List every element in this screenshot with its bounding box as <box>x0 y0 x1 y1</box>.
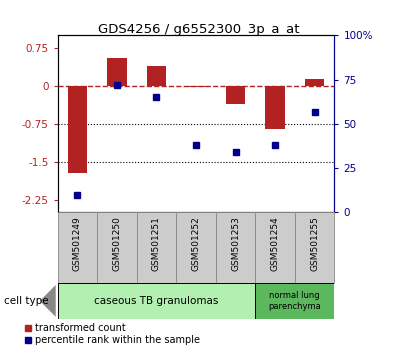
Text: caseous TB granulomas: caseous TB granulomas <box>94 296 219 306</box>
Text: GSM501253: GSM501253 <box>231 216 240 271</box>
Bar <box>226 86 246 104</box>
Bar <box>186 86 206 87</box>
Text: GSM501251: GSM501251 <box>152 216 161 271</box>
Text: GDS4256 / g6552300_3p_a_at: GDS4256 / g6552300_3p_a_at <box>98 23 300 36</box>
FancyBboxPatch shape <box>255 212 295 283</box>
FancyBboxPatch shape <box>255 283 334 319</box>
FancyBboxPatch shape <box>137 212 176 283</box>
FancyBboxPatch shape <box>295 212 334 283</box>
Bar <box>305 79 324 86</box>
Text: GSM501249: GSM501249 <box>73 216 82 271</box>
Text: GSM501254: GSM501254 <box>271 216 279 271</box>
FancyBboxPatch shape <box>97 212 137 283</box>
Text: GSM501252: GSM501252 <box>191 216 201 271</box>
Legend: transformed count, percentile rank within the sample: transformed count, percentile rank withi… <box>25 324 201 346</box>
Bar <box>265 86 285 129</box>
FancyBboxPatch shape <box>58 283 255 319</box>
Bar <box>68 86 87 173</box>
Text: GSM501250: GSM501250 <box>113 216 121 271</box>
Bar <box>107 58 127 86</box>
FancyBboxPatch shape <box>176 212 216 283</box>
Text: cell type: cell type <box>4 296 49 306</box>
Bar <box>146 66 166 86</box>
Polygon shape <box>40 285 56 317</box>
FancyBboxPatch shape <box>216 212 255 283</box>
Text: GSM501255: GSM501255 <box>310 216 319 271</box>
FancyBboxPatch shape <box>58 212 97 283</box>
Text: normal lung
parenchyma: normal lung parenchyma <box>268 291 321 310</box>
